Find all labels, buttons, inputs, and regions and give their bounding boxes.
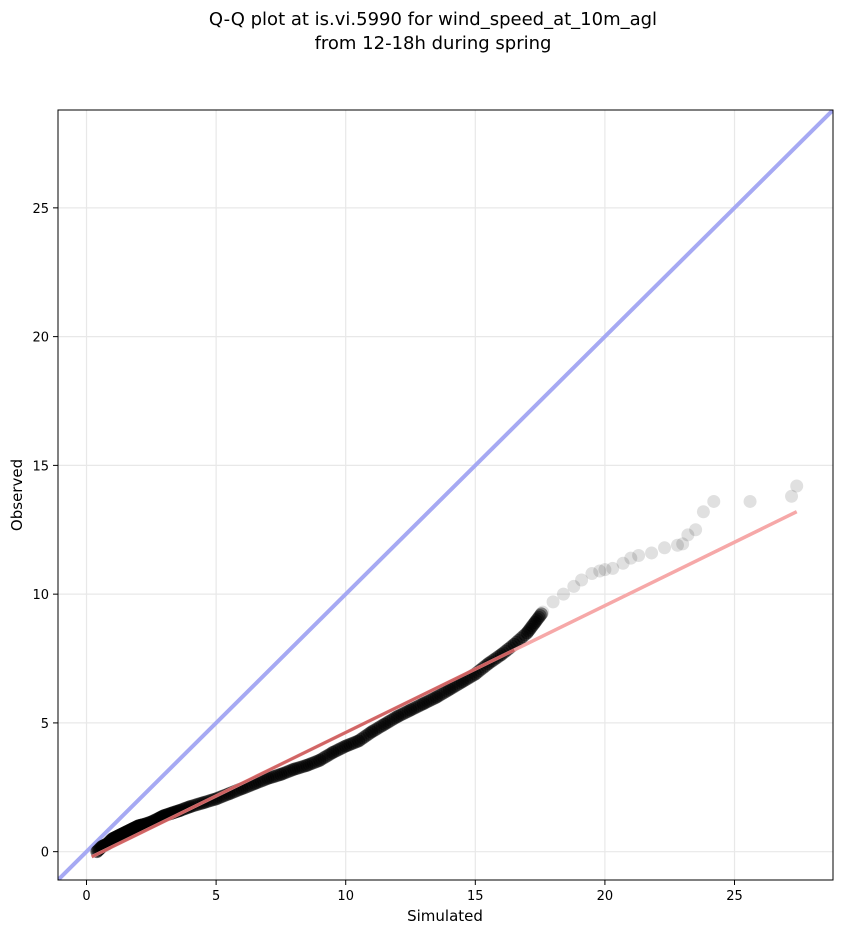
quantile-point bbox=[546, 595, 560, 609]
quantile-point bbox=[432, 689, 446, 703]
quantile-point bbox=[536, 605, 550, 619]
x-axis-ticks: 0 5 10 15 20 25 bbox=[82, 880, 743, 904]
quantile-point bbox=[404, 703, 418, 717]
plot-frame bbox=[57, 109, 834, 881]
quantile-point bbox=[533, 609, 547, 623]
quantile-point bbox=[528, 615, 542, 629]
quantile-point bbox=[532, 610, 546, 624]
quantile-point bbox=[378, 717, 392, 731]
fit-line-overlap bbox=[91, 648, 515, 859]
quantile-point bbox=[632, 549, 646, 563]
quantile-point bbox=[512, 634, 526, 648]
quantile-point bbox=[520, 626, 534, 640]
quantile-point bbox=[289, 762, 303, 776]
quantile-point bbox=[707, 494, 721, 508]
quantile-point bbox=[352, 734, 366, 748]
quantile-point bbox=[696, 505, 710, 519]
quantile-point bbox=[442, 682, 456, 696]
quantile-point bbox=[743, 494, 757, 508]
y-tick-label: 25 bbox=[32, 202, 49, 217]
chart-title-line-1: Q-Q plot at is.vi.5990 for wind_speed_at… bbox=[209, 9, 657, 30]
quantile-point bbox=[326, 746, 340, 760]
x-tick-label: 0 bbox=[82, 889, 90, 904]
quantile-point bbox=[624, 551, 638, 565]
identity-line bbox=[58, 110, 833, 880]
quantile-points bbox=[90, 479, 804, 859]
quantile-point bbox=[531, 612, 545, 626]
quantile-point bbox=[287, 762, 301, 776]
quantile-point bbox=[313, 753, 327, 767]
y-tick-label: 20 bbox=[32, 331, 49, 346]
quantile-point bbox=[263, 771, 277, 785]
quantile-point bbox=[419, 696, 433, 710]
y-tick-label: 0 bbox=[41, 846, 49, 861]
quantile-point bbox=[575, 573, 589, 587]
quantile-point bbox=[365, 725, 379, 739]
quantile-point bbox=[606, 561, 620, 575]
quantile-point bbox=[302, 758, 316, 772]
quantile-point bbox=[790, 479, 804, 493]
y-tick-label: 5 bbox=[41, 717, 49, 732]
y-axis-label: Observed bbox=[8, 459, 26, 531]
quantile-point bbox=[616, 556, 630, 570]
quantile-point bbox=[354, 732, 368, 746]
quantile-point bbox=[689, 523, 703, 537]
plot-area bbox=[58, 110, 833, 880]
y-tick-label: 10 bbox=[32, 588, 49, 603]
quantile-point bbox=[341, 738, 355, 752]
x-tick-label: 20 bbox=[597, 889, 614, 904]
quantile-point bbox=[645, 546, 659, 560]
x-axis-label: Simulated bbox=[407, 907, 483, 925]
x-tick-label: 25 bbox=[726, 889, 743, 904]
quantile-point bbox=[261, 771, 275, 785]
quantile-point bbox=[391, 709, 405, 723]
quantile-point bbox=[328, 744, 342, 758]
quantile-point bbox=[300, 758, 314, 772]
quantile-point bbox=[593, 564, 607, 578]
y-tick-label: 15 bbox=[32, 459, 49, 474]
quantile-point bbox=[429, 690, 443, 704]
quantile-point bbox=[534, 607, 548, 621]
quantile-point bbox=[406, 702, 420, 716]
x-tick-label: 5 bbox=[212, 889, 220, 904]
quantile-point bbox=[585, 567, 599, 581]
quantile-point bbox=[416, 697, 430, 711]
quantile-point bbox=[670, 538, 684, 552]
grid-lines bbox=[58, 110, 833, 880]
quantile-point bbox=[315, 752, 329, 766]
quantile-point bbox=[339, 739, 353, 753]
quantile-point bbox=[276, 767, 290, 781]
quantile-point bbox=[676, 537, 690, 551]
quantile-point bbox=[567, 579, 581, 593]
chart-title-line-2: from 12-18h during spring bbox=[315, 33, 552, 54]
quantile-point bbox=[556, 587, 570, 601]
quantile-point bbox=[445, 681, 459, 695]
quantile-point bbox=[785, 489, 799, 503]
quantile-point bbox=[658, 541, 672, 555]
quantile-point bbox=[529, 614, 543, 628]
quantile-point bbox=[681, 528, 695, 542]
quantile-point bbox=[380, 716, 394, 730]
quantile-point bbox=[274, 767, 288, 781]
quantile-point bbox=[598, 563, 612, 577]
quantile-point bbox=[393, 708, 407, 722]
y-axis-ticks: 0 5 10 15 20 25 bbox=[32, 202, 58, 861]
x-tick-label: 15 bbox=[467, 889, 484, 904]
x-tick-label: 10 bbox=[337, 889, 354, 904]
quantile-point bbox=[367, 724, 381, 738]
